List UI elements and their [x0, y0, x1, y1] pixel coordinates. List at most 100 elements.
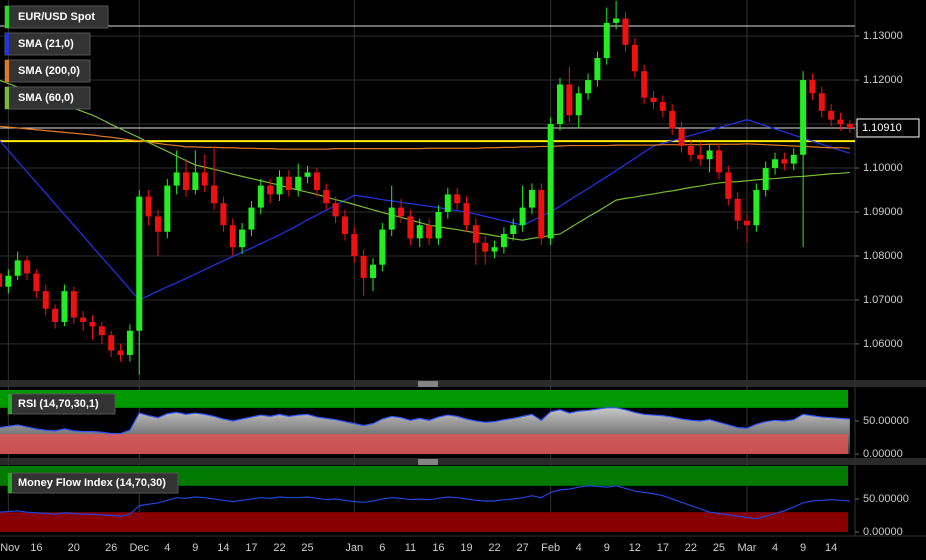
candle-body	[659, 102, 666, 111]
x-tick-label: 25	[301, 542, 313, 554]
candle-body	[98, 326, 105, 336]
lower-band	[0, 434, 848, 454]
candle-body	[846, 124, 853, 128]
candle-body	[641, 71, 648, 98]
candle-body	[500, 233, 507, 248]
candle-body	[80, 317, 87, 322]
x-tick-label: 4	[772, 542, 778, 554]
x-tick-label: Feb	[541, 542, 560, 554]
candle-body	[257, 185, 264, 208]
last-price-box	[856, 118, 920, 138]
x-tick-label: 17	[245, 542, 257, 554]
legend-swatch	[8, 473, 12, 493]
candle-body	[426, 225, 433, 239]
y-tick-label: 1.09000	[863, 206, 903, 218]
x-tick-label: 14	[217, 542, 229, 554]
candle-body	[585, 80, 592, 94]
x-tick-label: 19	[460, 542, 472, 554]
candle-body	[538, 190, 545, 239]
candle-body	[631, 44, 638, 72]
y-tick-label: 1.07000	[863, 294, 903, 306]
candle-body	[126, 330, 133, 355]
x-tick-label: Nov	[0, 542, 20, 554]
candle-body	[323, 190, 330, 204]
candle-body	[762, 168, 769, 190]
x-tick-label: 9	[192, 542, 198, 554]
candle-body	[800, 80, 807, 155]
rsi-line	[0, 407, 850, 435]
y-tick-label: 0.00000	[863, 526, 903, 538]
divider-handle[interactable]	[418, 381, 438, 387]
candle-body	[706, 150, 713, 160]
candle-body	[650, 97, 657, 103]
candle-body	[136, 196, 143, 331]
y-tick-label: 1.08000	[863, 250, 903, 262]
candle-body	[248, 207, 255, 230]
legend-swatch	[5, 60, 9, 82]
last-price-label: 1.10910	[862, 122, 902, 134]
x-tick-label: 11	[405, 542, 416, 554]
candle-body	[61, 291, 68, 322]
candle-body	[557, 84, 563, 125]
candle-body	[744, 220, 750, 226]
candle-body	[790, 154, 797, 164]
candle-body	[52, 308, 59, 322]
candle-body	[687, 146, 694, 155]
candle-body	[379, 229, 386, 265]
candle-body	[547, 124, 554, 239]
candle-body	[463, 203, 470, 226]
upper-band	[0, 466, 848, 486]
candle-body	[42, 291, 49, 309]
x-tick-label: Mar	[738, 542, 757, 554]
candle-body	[360, 255, 367, 278]
legend-label: Money Flow Index (14,70,30)	[18, 477, 166, 489]
legend-label: EUR/USD Spot	[18, 11, 95, 23]
candle-body	[510, 225, 517, 234]
candle-body	[33, 273, 40, 292]
candle-body	[267, 185, 274, 195]
candle-body	[454, 194, 461, 204]
pane-divider[interactable]	[0, 380, 926, 387]
y-tick-label: 1.12000	[863, 74, 903, 86]
candle-body	[276, 176, 283, 195]
candle-body	[398, 207, 405, 217]
upper-band	[0, 390, 848, 408]
lower-band	[0, 512, 848, 532]
x-tick-label: 9	[800, 542, 806, 554]
divider-handle[interactable]	[418, 459, 438, 465]
y-tick-label: 0.00000	[863, 448, 903, 460]
candle-body	[519, 207, 526, 226]
candle-body	[669, 110, 676, 129]
candle-body	[444, 194, 451, 212]
x-tick-label: 14	[825, 542, 837, 554]
pane-divider[interactable]	[0, 458, 926, 465]
candle-body	[220, 203, 227, 226]
candle-body	[753, 190, 760, 226]
candle-body	[211, 185, 218, 204]
candle-body	[818, 93, 825, 111]
x-tick-label: Dec	[129, 542, 149, 554]
candle-body	[239, 229, 246, 248]
candle-body	[388, 207, 395, 230]
candle-body	[295, 176, 302, 190]
candle-body	[370, 264, 376, 278]
candle-body	[332, 203, 339, 217]
x-tick-label: 20	[68, 542, 80, 554]
candle-body	[809, 80, 816, 94]
x-tick-label: 26	[105, 542, 117, 554]
legend-label: RSI (14,70,30,1)	[18, 398, 99, 410]
candle-body	[154, 216, 161, 232]
mfi-line	[0, 485, 850, 520]
candle-body	[173, 172, 180, 186]
candle-body	[678, 128, 685, 147]
x-tick-label: 25	[713, 542, 725, 554]
sma-line	[0, 79, 850, 241]
candle-body	[837, 119, 844, 125]
y-tick-label: 50.00000	[863, 493, 909, 505]
candle-body	[613, 18, 620, 23]
x-tick-label: 22	[273, 542, 285, 554]
candle-body	[192, 172, 199, 190]
candle-body	[117, 350, 124, 355]
x-tick-label: 12	[629, 542, 641, 554]
